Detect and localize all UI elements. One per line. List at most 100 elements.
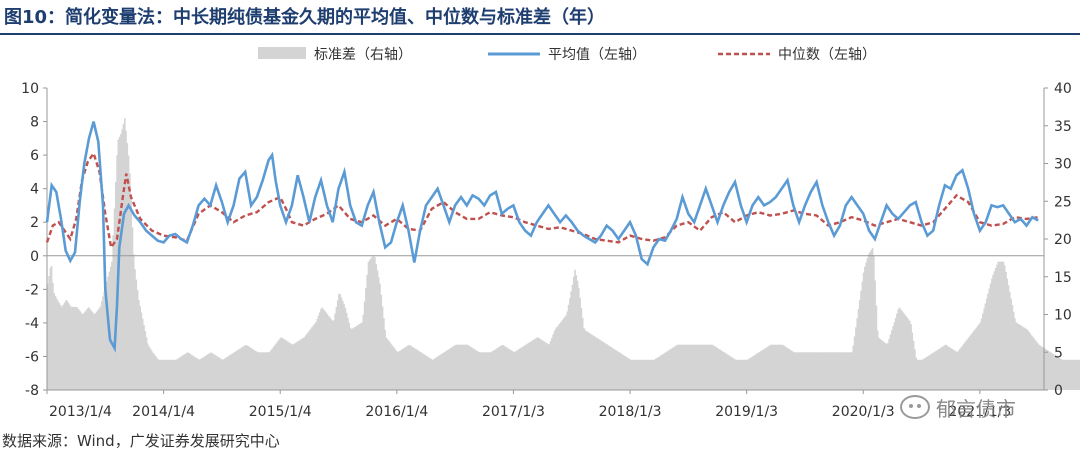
- std-bar: [484, 352, 486, 391]
- std-bar: [916, 359, 919, 390]
- std-bar: [837, 352, 839, 391]
- std-bar: [971, 332, 974, 390]
- std-bar: [838, 352, 840, 391]
- std-bar: [997, 261, 1000, 390]
- std-bar: [270, 350, 272, 390]
- std-bar: [209, 352, 212, 390]
- std-bar: [846, 352, 848, 391]
- std-bar: [941, 347, 943, 390]
- std-bar: [229, 355, 231, 390]
- std-bar: [165, 359, 167, 390]
- std-bar: [267, 352, 270, 391]
- std-bar: [534, 338, 536, 390]
- std-bar: [589, 333, 592, 390]
- std-bar: [429, 358, 431, 390]
- std-bar: [615, 350, 617, 390]
- std-bar: [797, 352, 799, 391]
- std-bar: [611, 347, 613, 390]
- std-bar: [177, 358, 180, 390]
- std-bar: [1074, 359, 1076, 390]
- std-bar: [343, 304, 345, 390]
- std-bar: [625, 356, 628, 390]
- std-bar: [871, 247, 874, 390]
- std-bar: [932, 353, 934, 390]
- std-bar: [280, 337, 282, 390]
- std-bar: [747, 359, 749, 390]
- std-bar: [342, 300, 344, 390]
- std-bar: [1039, 345, 1042, 390]
- std-bar: [279, 338, 281, 390]
- std-bar: [675, 345, 678, 390]
- std-bar: [303, 337, 306, 390]
- y-right-tick-label: 0: [1054, 383, 1063, 399]
- std-bar: [360, 323, 362, 390]
- std-bar: [298, 340, 300, 390]
- std-bar: [406, 346, 408, 390]
- std-bar: [839, 352, 842, 391]
- std-bar: [122, 123, 125, 390]
- std-bar: [994, 268, 997, 390]
- std-bar: [277, 340, 280, 390]
- std-bar: [143, 324, 145, 390]
- std-bar: [522, 346, 525, 390]
- std-bar: [351, 329, 353, 390]
- std-bar: [892, 326, 894, 390]
- std-bar: [694, 344, 697, 390]
- y-left-tick-label: -4: [25, 316, 39, 332]
- std-bar: [542, 340, 544, 390]
- std-bar: [512, 351, 515, 390]
- std-bar: [544, 342, 547, 390]
- std-bar: [563, 317, 566, 390]
- std-bar: [1075, 359, 1078, 390]
- std-bar: [208, 353, 211, 390]
- std-bar: [85, 310, 88, 390]
- std-bar: [1024, 328, 1026, 390]
- std-bar: [887, 342, 889, 390]
- std-bar: [866, 258, 869, 390]
- std-bar: [76, 307, 79, 390]
- std-bar: [723, 352, 725, 390]
- std-bar: [283, 339, 285, 390]
- std-bar: [86, 308, 89, 390]
- std-bar: [217, 357, 220, 390]
- std-bar: [779, 344, 781, 390]
- std-bar: [370, 258, 372, 390]
- std-bar: [511, 350, 513, 390]
- std-bar: [826, 352, 829, 391]
- std-bar: [379, 283, 381, 390]
- std-bar: [701, 344, 703, 390]
- std-bar: [561, 320, 563, 390]
- std-bar: [426, 356, 429, 390]
- std-bar: [748, 358, 751, 390]
- std-bar: [596, 337, 598, 390]
- std-bar: [738, 359, 740, 390]
- std-bar: [288, 342, 290, 390]
- std-bar: [417, 350, 420, 390]
- std-bar: [216, 356, 218, 390]
- std-bar: [928, 355, 930, 390]
- std-bar: [252, 349, 254, 390]
- std-bar: [565, 315, 567, 390]
- wechat-icon: [900, 395, 930, 419]
- std-bar: [320, 309, 322, 390]
- std-bar: [1038, 344, 1041, 390]
- std-bar: [937, 349, 939, 390]
- std-bar: [702, 344, 705, 390]
- std-bar: [980, 318, 983, 390]
- std-bar: [235, 351, 238, 390]
- std-bar: [876, 330, 879, 390]
- x-tick-label: 2017/1/3: [482, 404, 545, 420]
- std-bar: [562, 318, 565, 390]
- std-bar: [968, 337, 970, 390]
- std-bar: [1056, 356, 1059, 390]
- std-bar: [1012, 311, 1015, 390]
- std-bar: [560, 322, 562, 390]
- std-bar: [1051, 353, 1053, 390]
- std-bar: [948, 347, 951, 390]
- std-bar: [289, 343, 291, 390]
- std-bar: [651, 359, 653, 390]
- std-bar: [824, 352, 826, 391]
- std-bar: [966, 339, 969, 390]
- std-bar: [652, 359, 654, 390]
- std-bar: [507, 348, 510, 390]
